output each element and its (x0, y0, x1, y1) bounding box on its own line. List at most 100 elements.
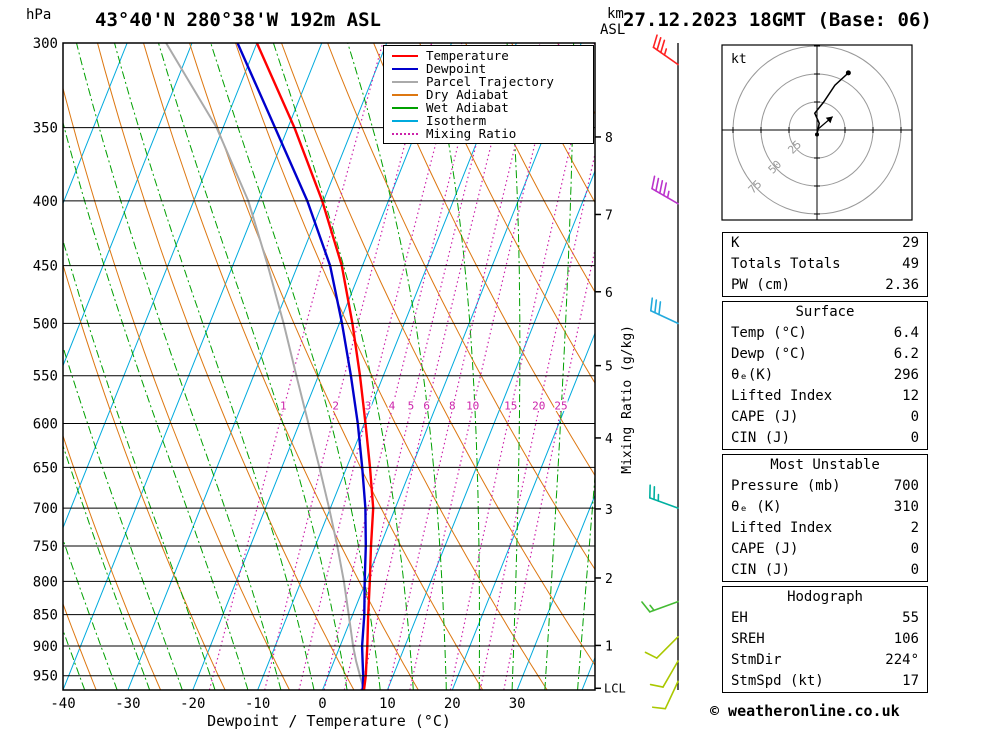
table-row: StmSpd (kt) 17 (723, 671, 927, 692)
mixing-ratio-value-label: 4 (389, 400, 396, 413)
row-label: EH (731, 610, 748, 626)
legend-label: Wet Adiabat (426, 100, 509, 115)
parcel-trajectory-curve (165, 43, 365, 690)
pressure-tick-label: 750 (33, 539, 58, 555)
row-value: 2 (910, 520, 919, 536)
table-row: K 29 (723, 233, 927, 254)
data-table-stability-indices: K 29 Totals Totals 49 PW (cm) 2.36 (722, 232, 928, 297)
chart-legend: Temperature Dewpoint Parcel Trajectory Dry … (383, 45, 594, 144)
table-row: CIN (J) 0 (723, 428, 927, 449)
parcel-trajectory-line-swatch (392, 80, 418, 83)
copyright-watermark: © weatheronline.co.uk (710, 702, 900, 720)
row-value: 0 (910, 409, 919, 425)
pressure-tick-label: 450 (33, 259, 58, 275)
table-row: Pressure (mb) 700 (723, 476, 927, 497)
pressure-tick-label: 600 (33, 416, 58, 432)
isotherm-lines (63, 43, 595, 690)
row-value: 17 (902, 673, 919, 689)
legend-label: Dewpoint (426, 61, 487, 76)
temperature-axis-label: Dewpoint / Temperature (°C) (207, 712, 451, 730)
legend-label: Parcel Trajectory (426, 74, 554, 89)
wind-barb (652, 34, 679, 66)
temperature-tick-labels: -40 -30 -20 -10 0 10 20 30 (50, 696, 525, 712)
temperature-line-swatch (392, 54, 418, 57)
row-label: Lifted Index (731, 388, 833, 404)
station-location-title: 43°40'N 280°38'W 192m ASL (95, 9, 381, 31)
pressure-tick-label: 700 (33, 501, 58, 517)
temperature-tick-label: -10 (245, 696, 270, 712)
row-value: 0 (910, 562, 919, 578)
table-row: Temp (°C) 6.4 (723, 323, 927, 344)
table-header: Hodograph (787, 589, 863, 605)
pressure-tick-label: 400 (33, 194, 58, 210)
pressure-tick-label: 550 (33, 369, 58, 385)
wind-barb (649, 484, 679, 509)
row-label: SREH (731, 631, 765, 647)
table-row: Dewp (°C) 6.2 (723, 344, 927, 365)
mixing-ratio-value-label: 1 (280, 400, 287, 413)
row-label: CAPE (J) (731, 541, 799, 557)
km-tick-label: 5 (605, 360, 613, 375)
wind-barb (649, 660, 679, 688)
legend-item-temperature: Temperature (384, 49, 593, 62)
row-label: θₑ (K) (731, 499, 782, 515)
row-label: Totals Totals (731, 256, 841, 272)
table-row: PW (cm) 2.36 (723, 275, 927, 296)
km-asl-ticks: 1 2 3 4 5 6 7 8 LCL (595, 131, 626, 695)
table-row: Lifted Index 12 (723, 386, 927, 407)
row-label: Lifted Index (731, 520, 833, 536)
table-header: Surface (795, 304, 855, 320)
km-tick-label: 8 (605, 131, 613, 146)
table-row: StmDir 224° (723, 650, 927, 671)
isotherm-line-swatch (392, 119, 418, 122)
pressure-tick-label: 800 (33, 574, 58, 590)
row-label: K (731, 235, 740, 251)
asl-unit-label: ASL (600, 22, 626, 38)
pressure-tick-label: 850 (33, 608, 58, 624)
row-value: 700 (893, 478, 919, 494)
temperature-curve (255, 43, 375, 690)
row-value: 49 (902, 256, 919, 272)
mixing-ratio-value-label: 20 (532, 400, 545, 413)
row-label: CAPE (J) (731, 409, 799, 425)
mixing-ratio-value-label: 15 (504, 400, 517, 413)
row-value: 6.4 (893, 325, 919, 341)
temperature-tick-label: 10 (379, 696, 396, 712)
mixing-ratio-value-label: 3 (365, 400, 372, 413)
mixing-ratio-value-label: 10 (466, 400, 479, 413)
km-tick-label: 2 (605, 572, 613, 587)
legend-label: Mixing Ratio (426, 126, 517, 141)
km-tick-label: 7 (605, 208, 613, 223)
wind-barb (641, 600, 679, 613)
temperature-tick-label: -30 (115, 696, 140, 712)
hodograph-unit-label: kt (731, 52, 747, 67)
mixing-ratio-value-label: 5 (408, 400, 415, 413)
dry-adiabat-line-swatch (392, 93, 418, 96)
data-table-surface: Surface Temp (°C) 6.4 Dewp (°C) 6.2 θₑ(K) 296 L… (722, 301, 928, 450)
pressure-tick-label: 650 (33, 460, 58, 476)
wind-barb-column (641, 34, 679, 710)
pressure-unit-label: hPa (26, 7, 52, 23)
table-row: CAPE (J) 0 (723, 407, 927, 428)
lcl-label: LCL (604, 681, 626, 695)
km-tick-label: 1 (605, 639, 613, 654)
wet-adiabat-line-swatch (392, 106, 418, 109)
mixing-ratio-value-label: 2 (332, 400, 339, 413)
data-table-hodograph: Hodograph EH 55 SREH 106 StmDir 224° StmSpd (kt… (722, 586, 928, 693)
row-label: Pressure (mb) (731, 478, 841, 494)
table-row: θₑ(K) 296 (723, 365, 927, 386)
dewpoint-line-swatch (392, 67, 418, 70)
row-value: 55 (902, 610, 919, 626)
km-unit-label: km (607, 6, 624, 22)
row-label: θₑ(K) (731, 367, 774, 383)
wind-barb (650, 297, 679, 325)
row-value: 29 (902, 235, 919, 251)
table-row: CAPE (J) 0 (723, 539, 927, 560)
mixing-ratio-value-label: 6 (423, 400, 430, 413)
km-tick-label: 6 (605, 286, 613, 301)
row-value: 106 (893, 631, 919, 647)
wind-barb (651, 680, 679, 710)
